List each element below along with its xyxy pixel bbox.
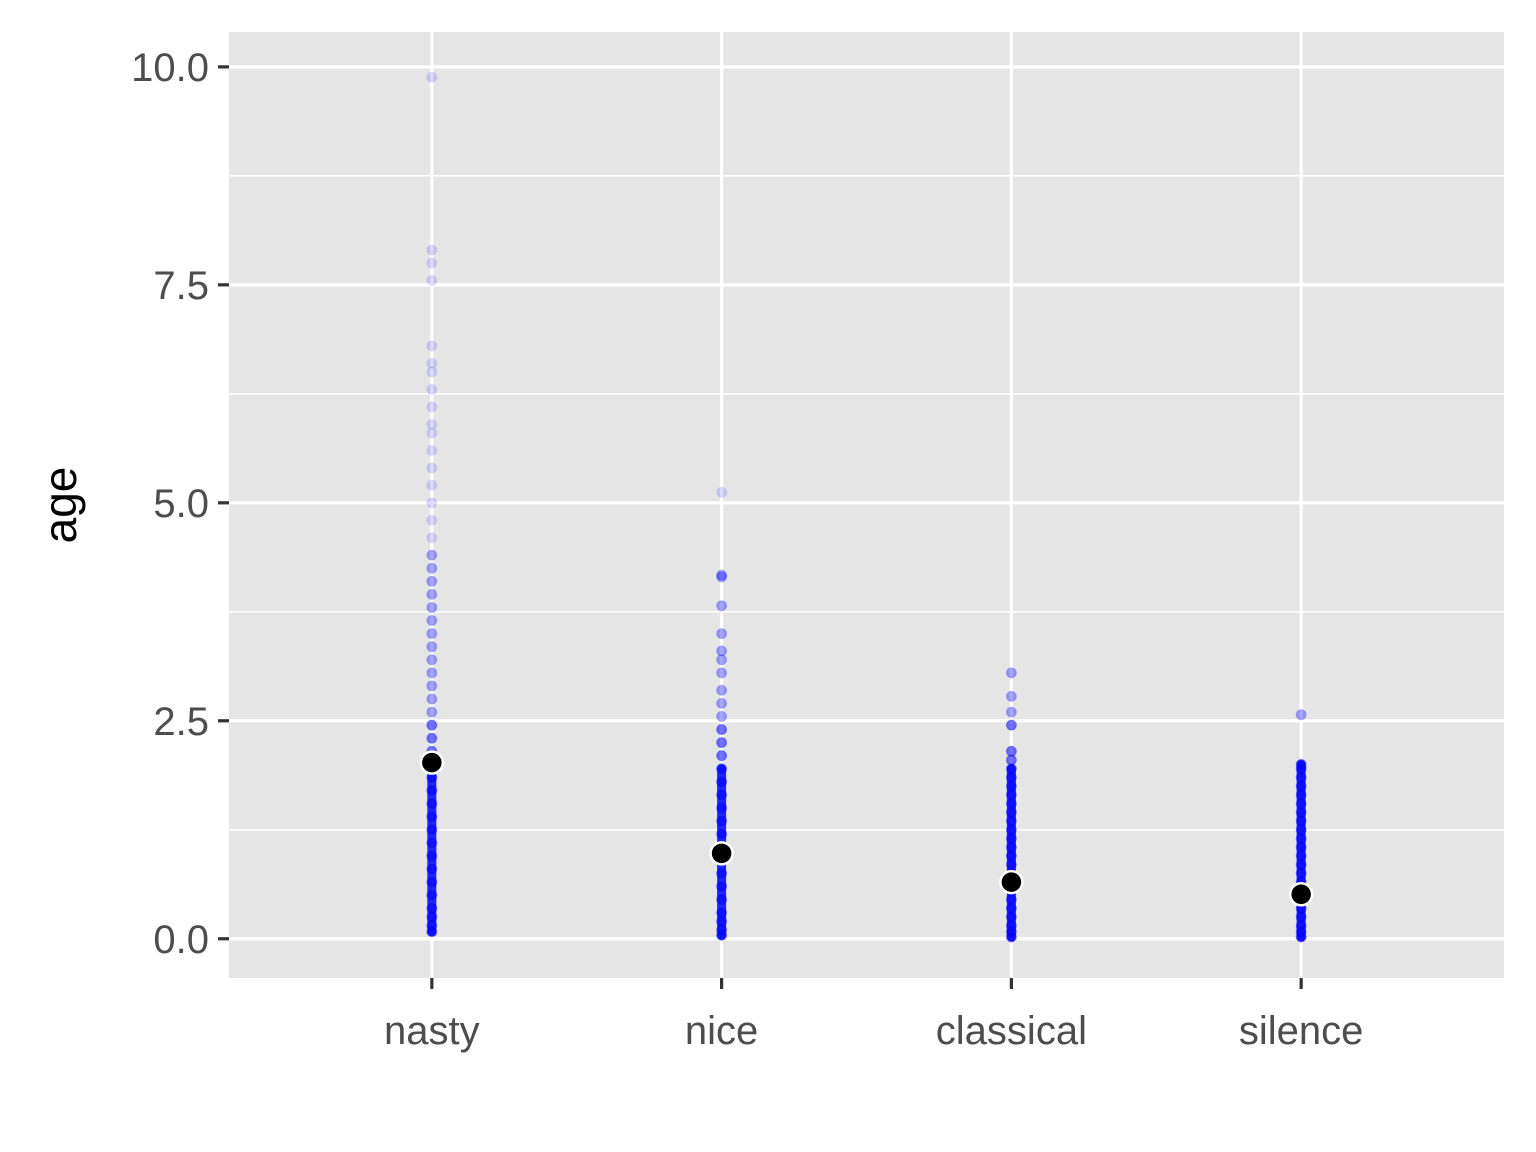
data-point: [426, 357, 438, 369]
data-point: [426, 719, 438, 731]
mean-point: [709, 841, 734, 866]
y-tick-label: 10.0: [131, 46, 209, 90]
data-point: [426, 654, 438, 666]
data-point: [426, 532, 438, 544]
raw-points: [426, 71, 1307, 943]
data-point: [426, 706, 438, 718]
data-point: [716, 571, 728, 583]
y-tick-label: 5.0: [153, 482, 209, 526]
y-tick-label: 7.5: [153, 264, 209, 308]
data-point: [1005, 719, 1017, 731]
data-point: [426, 601, 438, 613]
data-point: [426, 628, 438, 640]
mean-point: [1288, 882, 1314, 907]
x-tick-label: nice: [685, 1009, 758, 1053]
data-point: [1005, 667, 1017, 679]
data-point: [426, 257, 438, 269]
data-point: [716, 737, 728, 749]
data-point: [426, 732, 438, 744]
data-point: [426, 445, 438, 457]
data-point: [426, 427, 438, 439]
data-point: [716, 684, 728, 696]
data-point: [716, 710, 728, 722]
data-point: [716, 645, 728, 657]
data-point: [426, 274, 438, 286]
mean-points: [419, 750, 1314, 907]
minor-gridlines: [229, 175, 1504, 831]
y-tick-label: 2.5: [153, 700, 209, 744]
data-point: [716, 486, 728, 498]
data-point: [426, 549, 438, 561]
data-point: [426, 383, 438, 395]
data-point: [716, 569, 728, 581]
mean-point: [999, 869, 1024, 895]
data-point: [1295, 709, 1307, 721]
data-point: [716, 628, 728, 640]
x-axis: nasty nice classical silence: [384, 978, 1363, 1053]
data-point: [426, 462, 438, 474]
y-axis-title: age: [34, 467, 86, 544]
x-tick-label: classical: [936, 1009, 1087, 1053]
data-point: [426, 667, 438, 679]
data-point: [426, 497, 438, 509]
data-point: [1005, 745, 1017, 757]
data-point: [426, 562, 438, 574]
data-point: [716, 600, 728, 612]
data-point: [426, 693, 438, 705]
data-point: [426, 71, 438, 83]
x-tick-label: silence: [1239, 1009, 1364, 1053]
data-point: [716, 724, 728, 736]
data-point: [426, 514, 438, 526]
data-point: [426, 401, 438, 413]
data-point: [426, 641, 438, 653]
x-tick-label: nasty: [384, 1009, 480, 1053]
data-point: [1005, 690, 1017, 702]
data-point: [1005, 706, 1017, 718]
data-point: [716, 667, 728, 679]
y-tick-label: 0.0: [153, 918, 209, 962]
mean-point: [419, 750, 445, 775]
data-point: [426, 615, 438, 627]
data-point: [716, 697, 728, 709]
data-point: [426, 418, 438, 430]
data-point: [716, 750, 728, 762]
data-point: [426, 479, 438, 491]
data-point: [716, 654, 728, 666]
data-point: [426, 588, 438, 600]
data-point: [426, 340, 438, 352]
data-point: [426, 366, 438, 378]
y-axis: 0.0 2.5 5.0 7.5 10.0: [131, 46, 229, 962]
data-point: [426, 244, 438, 256]
data-point: [426, 680, 438, 692]
plot-panel: [229, 32, 1504, 978]
data-point: [426, 575, 438, 587]
